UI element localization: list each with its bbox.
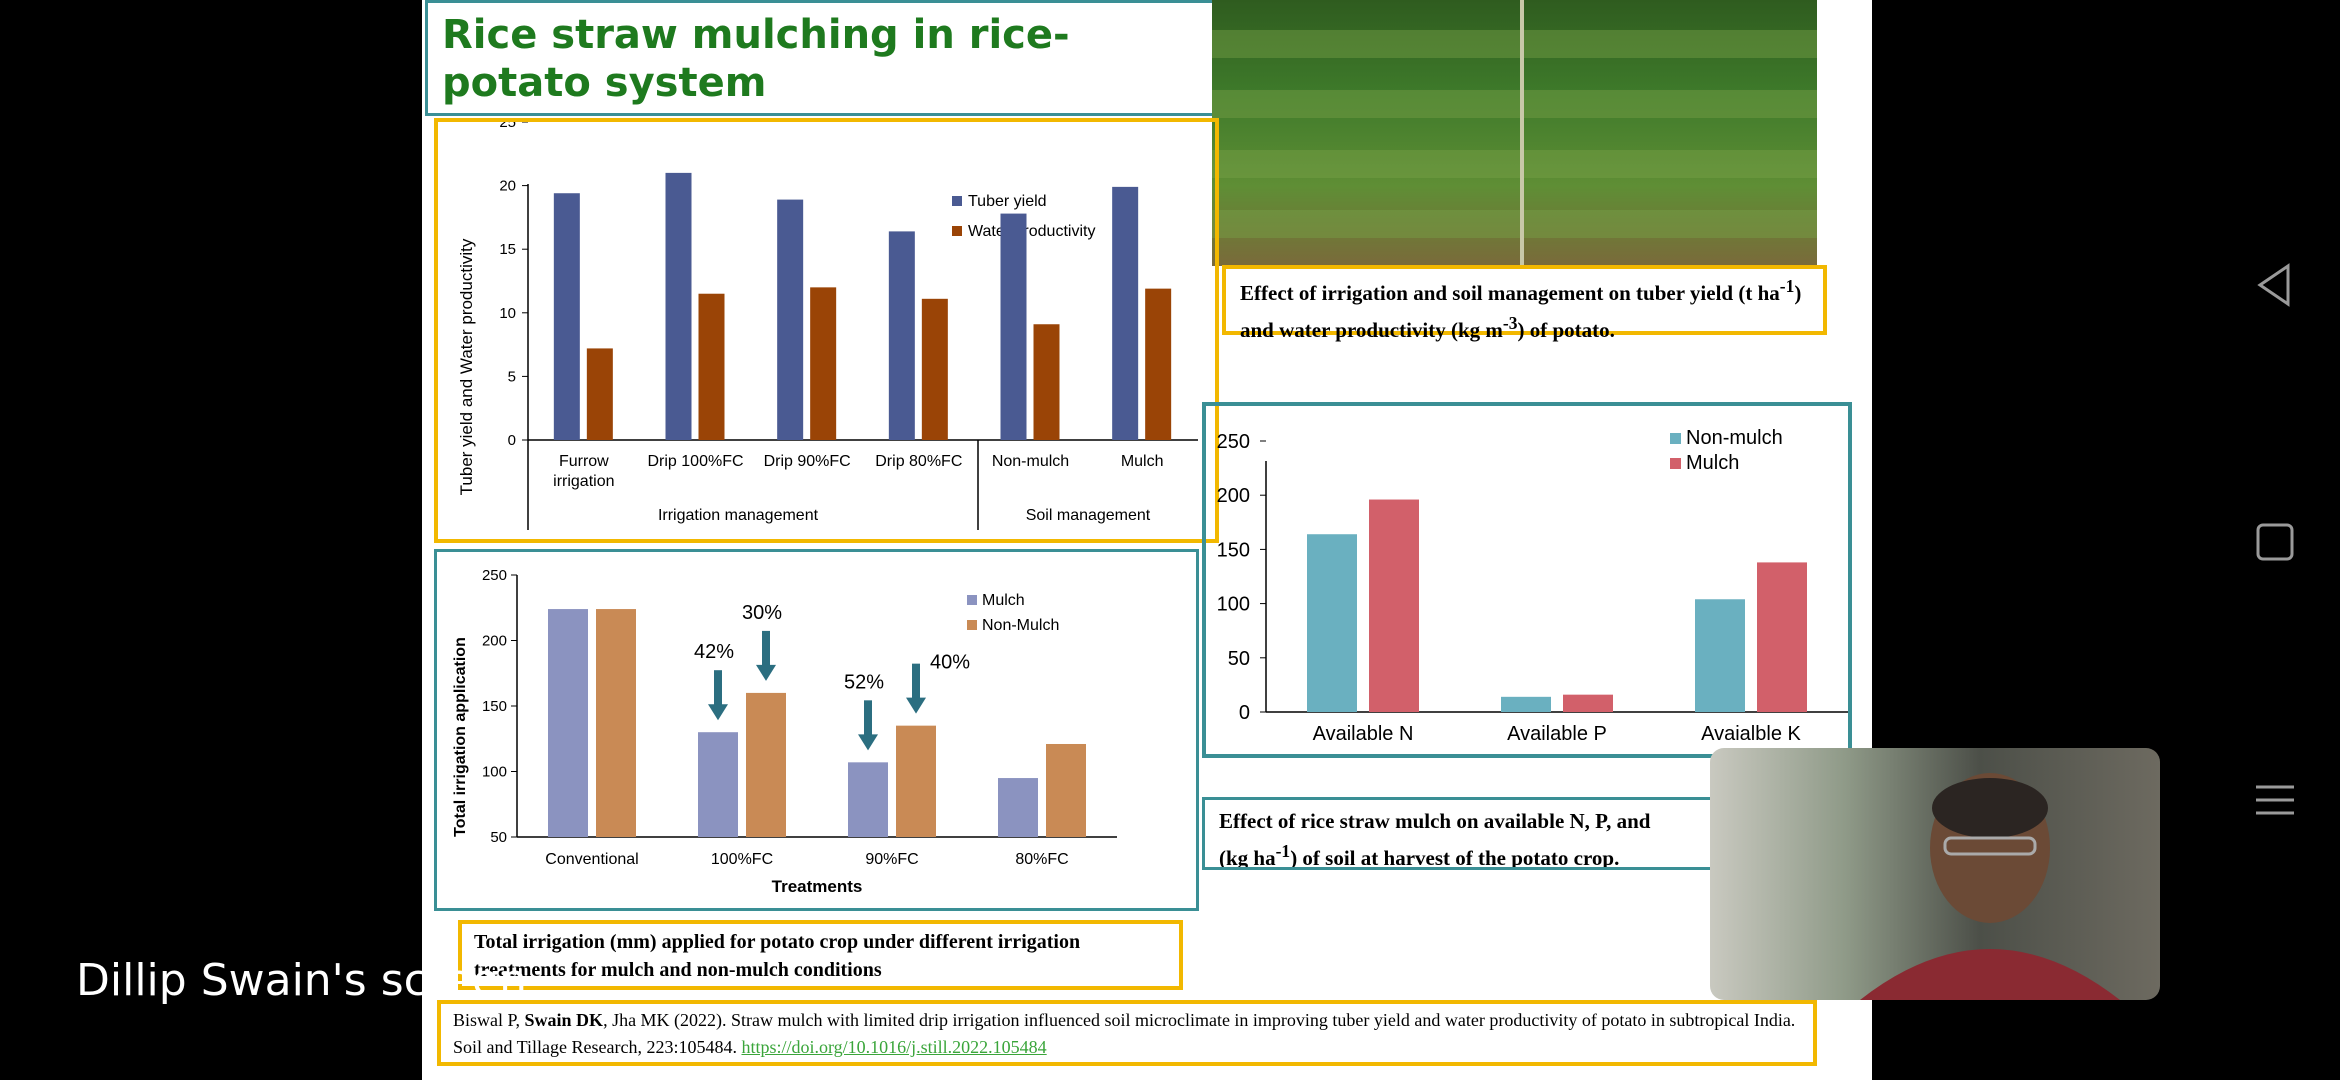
bar-non-mulch (596, 609, 636, 837)
chart1-caption: Effect of irrigation and soil management… (1222, 265, 1827, 342)
nutrient-chart-box: Non-mulch Mulch 0 50 100 150 200 250 Availabl… (1202, 402, 1852, 758)
down-arrow-icon (906, 697, 926, 714)
bar-non-mulch (1501, 696, 1551, 712)
yield-chart-box: Tuber yield and Water productivity Tuber… (434, 114, 1219, 543)
bar-mulch (848, 762, 888, 837)
bar-tuber-yield (1000, 213, 1027, 440)
doi-link[interactable]: https://doi.org/10.1016/j.still.2022.105… (741, 1037, 1047, 1057)
home-icon[interactable] (2250, 517, 2300, 567)
category-label: Furrow (559, 453, 609, 470)
legend-label: Mulch (982, 592, 1025, 609)
category-label: Non-mulch (992, 453, 1069, 470)
bar-non-mulch (1695, 599, 1745, 712)
percentage-annotation: 42% (694, 641, 734, 663)
system-nav-bar (2210, 0, 2340, 1080)
yield-chart: Tuber yield and Water productivity Tuber… (457, 114, 1198, 530)
group-label: Soil management (1026, 507, 1151, 524)
category-label: Available N (1313, 723, 1414, 745)
bar-tuber-yield (888, 231, 915, 440)
bar-water-productivity (698, 293, 725, 440)
y-tick-label: 10 (499, 305, 516, 322)
recents-icon[interactable] (2250, 775, 2300, 825)
y-tick-label: 150 (482, 698, 507, 715)
y-tick-label: 200 (1217, 485, 1250, 507)
category-label: Mulch (1121, 453, 1164, 470)
x-axis-label: Treatments (772, 877, 863, 896)
down-arrow-icon (756, 664, 776, 681)
y-tick-label: 50 (1228, 648, 1250, 670)
irrigation-chart-box: Total irrigation application Mulch Non-M… (434, 549, 1199, 911)
bar-water-productivity (1145, 288, 1172, 440)
bar-tuber-yield (665, 172, 692, 440)
back-icon[interactable] (2250, 260, 2300, 310)
category-label: Available P (1507, 723, 1607, 745)
bar-mulch (1757, 562, 1807, 712)
bar-non-mulch (746, 692, 786, 837)
category-label: 90%FC (865, 851, 918, 868)
y-tick-label: 250 (482, 567, 507, 584)
y-tick-label: 100 (1217, 594, 1250, 616)
bar-mulch (998, 778, 1038, 837)
participant-video[interactable] (1710, 748, 2160, 1000)
y-tick-label: 0 (1239, 702, 1250, 724)
presentation-slide: Rice straw mulching in rice-potato syste… (422, 0, 1872, 1080)
bar-mulch (1563, 694, 1613, 712)
y-tick-label: 15 (499, 241, 516, 258)
y-tick-label: 100 (482, 764, 507, 781)
y-tick-label: 50 (490, 829, 507, 846)
bar-non-mulch (1046, 743, 1086, 837)
irrigation-chart: Total irrigation application Mulch Non-M… (452, 567, 1117, 896)
bar-water-productivity (1033, 324, 1060, 440)
bar-water-productivity (586, 348, 613, 440)
citation: Biswal P, Swain DK, Jha MK (2022). Straw… (437, 1000, 1817, 1066)
legend-label: Non-mulch (1686, 427, 1783, 449)
y-tick-label: 200 (482, 633, 507, 650)
down-arrow-icon (708, 704, 728, 721)
slide-title: Rice straw mulching in rice-potato syste… (442, 12, 1070, 106)
percentage-annotation: 40% (930, 652, 970, 674)
y-tick-label: 20 (499, 178, 516, 195)
y-axis-label: Tuber yield and Water productivity (457, 238, 476, 495)
bar-mulch (698, 732, 738, 837)
y-tick-label: 0 (508, 432, 516, 449)
bar-non-mulch (896, 725, 936, 837)
title-box: Rice straw mulching in rice-potato syste… (425, 0, 1215, 116)
bar-non-mulch (1307, 534, 1357, 712)
y-tick-label: 25 (499, 122, 516, 131)
nutrient-chart: Non-mulch Mulch 0 50 100 150 200 250 Availabl… (1217, 427, 1848, 745)
chart2-caption: Total irrigation (mm) applied for potato… (458, 920, 1183, 990)
y-tick-label: 250 (1217, 431, 1250, 453)
y-tick-label: 5 (508, 368, 516, 385)
group-label: Irrigation management (658, 507, 819, 524)
bar-mulch (548, 609, 588, 837)
screen-share-label: Dillip Swain's screen (76, 955, 527, 1006)
category-label: 80%FC (1015, 851, 1068, 868)
field-photo (1212, 0, 1817, 266)
bar-tuber-yield (553, 193, 580, 440)
percentage-annotation: 30% (742, 602, 782, 624)
legend-label: Water productivity (968, 223, 1095, 240)
bar-water-productivity (810, 287, 837, 440)
category-label: 100%FC (711, 851, 773, 868)
legend-label: Mulch (1686, 452, 1739, 474)
y-axis-label: Total irrigation application (452, 637, 469, 837)
legend-label: Tuber yield (968, 193, 1047, 210)
category-label: Drip 90%FC (764, 453, 851, 470)
bar-tuber-yield (777, 199, 804, 440)
category-label: Drip 80%FC (875, 453, 962, 470)
chart3-caption: Effect of rice straw mulch on available … (1202, 797, 1730, 870)
category-label: Avaialble K (1701, 723, 1801, 745)
category-label: irrigation (553, 473, 614, 490)
down-arrow-icon (858, 734, 878, 751)
y-tick-label: 150 (1217, 539, 1250, 561)
percentage-annotation: 52% (844, 671, 884, 693)
bar-water-productivity (921, 298, 948, 440)
bar-tuber-yield (1112, 186, 1139, 440)
bar-mulch (1369, 499, 1419, 712)
category-label: Conventional (545, 851, 638, 868)
category-label: Drip 100%FC (647, 453, 743, 470)
legend-label: Non-Mulch (982, 617, 1059, 634)
